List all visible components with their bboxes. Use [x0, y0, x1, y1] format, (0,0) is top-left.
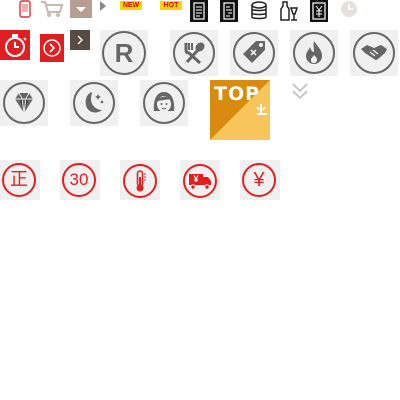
fork-spoon-icon — [173, 32, 215, 74]
money-note-icon — [310, 0, 328, 22]
zheng-icon: 正 — [2, 163, 36, 197]
yuan-text: ¥ — [253, 169, 265, 191]
delivery-truck-tile[interactable]: ¥ — [180, 160, 220, 200]
dropdown-arrow-icon[interactable] — [70, 0, 92, 18]
registered-icon: R — [102, 31, 146, 75]
diamond-tile[interactable] — [0, 80, 48, 126]
thirty-days-icon: 30 — [62, 163, 96, 197]
coins-stack-icon — [248, 0, 270, 22]
thirty-days-tile[interactable]: 30 — [60, 160, 100, 200]
clock-icon — [340, 0, 358, 18]
moon-stars-tile[interactable] — [70, 80, 118, 126]
fork-spoon-tile[interactable] — [170, 30, 218, 76]
next-circle-icon[interactable] — [40, 34, 64, 62]
phone-icon — [18, 0, 32, 18]
diamond-icon — [3, 82, 45, 124]
girl-face-icon — [143, 82, 185, 124]
zheng-text: 正 — [10, 169, 28, 190]
registered-letter: R — [114, 38, 134, 68]
invoice-icon — [220, 0, 238, 22]
double-chevron-down-icon[interactable] — [290, 80, 310, 102]
top-banner-glyph — [256, 104, 267, 115]
delivery-truck-icon — [183, 164, 217, 198]
drinks-icon — [278, 0, 300, 22]
hot-badge: HOT — [160, 1, 182, 10]
top-banner-label: TOP — [214, 83, 261, 105]
girl-face-tile[interactable] — [140, 80, 188, 126]
next-square-icon[interactable] — [70, 30, 90, 50]
yuan-icon: ¥ — [242, 163, 276, 197]
registered-tile[interactable]: R — [100, 30, 148, 76]
top-banner: TOP — [210, 80, 270, 140]
cart-icon[interactable] — [40, 0, 64, 18]
zheng-tile[interactable]: 正 — [0, 160, 40, 200]
price-tag-tile[interactable] — [230, 30, 278, 76]
yuan-tile[interactable]: ¥ — [240, 160, 280, 200]
handshake-tile[interactable] — [350, 30, 398, 76]
flame-tile[interactable] — [290, 30, 338, 76]
moon-stars-icon — [73, 82, 115, 124]
thermometer-icon — [123, 164, 157, 198]
thirty-days-text: 30 — [69, 170, 89, 189]
play-arrow-icon[interactable] — [99, 0, 107, 12]
price-tag-icon — [233, 32, 275, 74]
flame-icon — [293, 32, 335, 74]
new-badge: NEW — [120, 1, 142, 10]
thermometer-tile[interactable] — [120, 160, 160, 200]
stopwatch-icon — [0, 30, 30, 60]
document-icon — [190, 0, 208, 22]
handshake-icon — [353, 32, 395, 74]
delivery-truck-yuan: ¥ — [193, 174, 199, 184]
